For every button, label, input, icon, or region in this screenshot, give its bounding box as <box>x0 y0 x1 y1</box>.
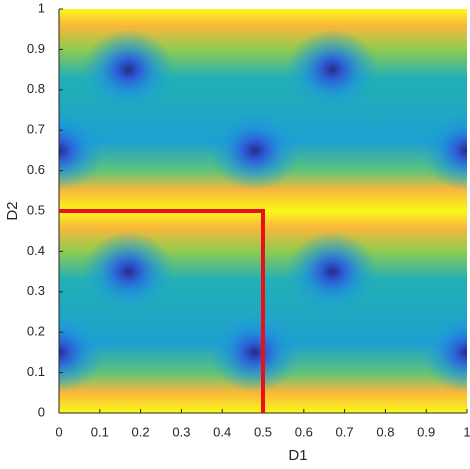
x-tick-label: 0 <box>55 424 62 439</box>
minimum-blob <box>208 312 301 393</box>
y-tick-label: 0.1 <box>27 364 45 379</box>
heatmap <box>59 29 467 393</box>
y-tick-label: 0.5 <box>27 202 45 217</box>
minimum-blob <box>208 110 301 191</box>
x-axis-label: D1 <box>288 447 307 464</box>
y-tick-label: 0.4 <box>27 243 45 258</box>
line <box>59 209 265 413</box>
x-tick-label: 0.6 <box>295 424 313 439</box>
x-tick-label: 0.8 <box>376 424 394 439</box>
x-tick-label: 1 <box>463 424 470 439</box>
y-tick-label: 0.3 <box>27 283 45 298</box>
y-tick-label: 0 <box>38 404 45 419</box>
minimum-blob <box>59 312 105 393</box>
x-tick-label: 0.2 <box>132 424 150 439</box>
y-tick-label: 0.9 <box>27 41 45 56</box>
y-tick-label: 0.8 <box>27 81 45 96</box>
minimum-blob <box>421 312 467 393</box>
y-axis-label: D2 <box>4 201 21 220</box>
minimum-blob <box>82 29 175 110</box>
x-tick-label: 0.1 <box>91 424 109 439</box>
y-tick-label: 0.6 <box>27 162 45 177</box>
x-tick-label: 0.4 <box>213 424 231 439</box>
y-tick-label: 1 <box>38 0 45 15</box>
minimum-blob <box>286 29 379 110</box>
minimum-blob <box>286 231 379 312</box>
minimum-blob <box>421 110 467 191</box>
minimum-blob <box>82 231 175 312</box>
x-tick-label: 0.3 <box>172 424 190 439</box>
x-tick-label: 0.7 <box>336 424 354 439</box>
minimum-blob <box>59 110 105 191</box>
y-tick-label: 0.7 <box>27 122 45 137</box>
x-tick-label: 0.5 <box>254 424 272 439</box>
x-tick-label: 0.9 <box>417 424 435 439</box>
y-tick-label: 0.2 <box>27 324 45 339</box>
